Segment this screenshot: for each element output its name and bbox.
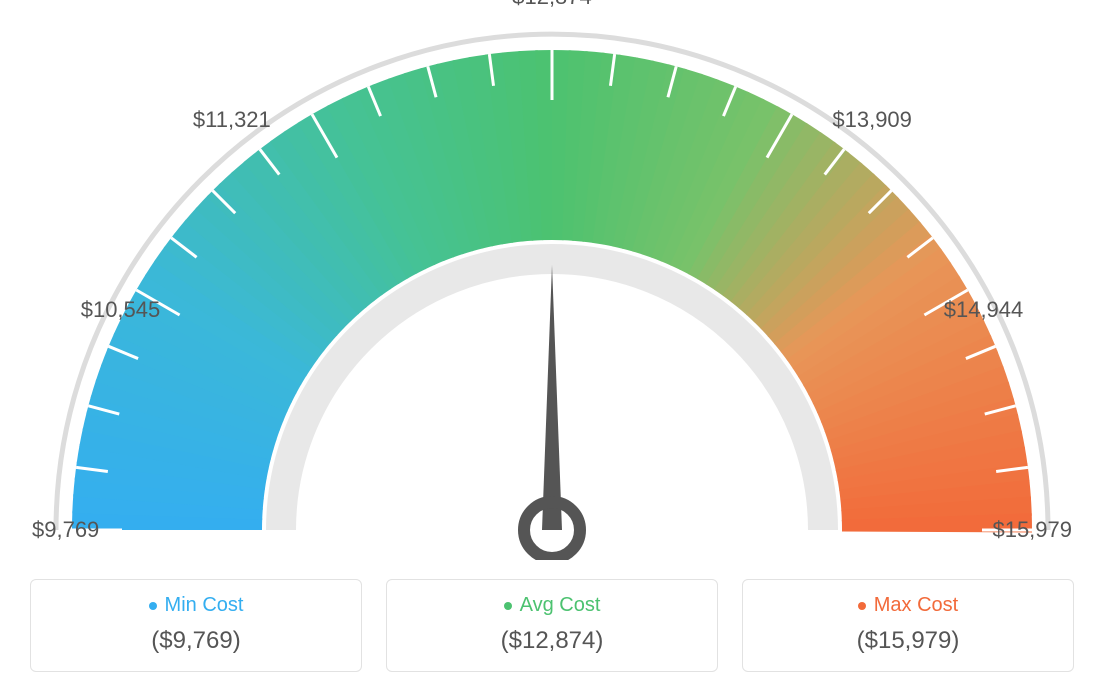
chart-container: $9,769 $10,545 $11,321 $12,874 $13,909 $14,94… bbox=[0, 0, 1104, 690]
avg-dot-icon bbox=[504, 602, 512, 610]
avg-cost-card: Avg Cost ($12,874) bbox=[386, 579, 718, 672]
max-dot-icon bbox=[858, 602, 866, 610]
min-cost-card: Min Cost ($9,769) bbox=[30, 579, 362, 672]
gauge-tick-label: $11,321 bbox=[193, 107, 271, 133]
gauge-chart: $9,769 $10,545 $11,321 $12,874 $13,909 $14,94… bbox=[0, 0, 1104, 560]
min-cost-value: ($9,769) bbox=[51, 627, 341, 655]
gauge-svg bbox=[0, 0, 1104, 560]
max-cost-value: ($15,979) bbox=[763, 627, 1053, 655]
max-cost-title: Max Cost bbox=[763, 594, 1053, 617]
avg-cost-label: Avg Cost bbox=[520, 594, 601, 617]
min-cost-title: Min Cost bbox=[51, 594, 341, 617]
summary-cards: Min Cost ($9,769) Avg Cost ($12,874) Max… bbox=[30, 579, 1074, 672]
avg-cost-value: ($12,874) bbox=[407, 627, 697, 655]
avg-cost-title: Avg Cost bbox=[407, 594, 697, 617]
max-cost-card: Max Cost ($15,979) bbox=[742, 579, 1074, 672]
gauge-tick-label: $12,874 bbox=[512, 0, 592, 10]
max-cost-label: Max Cost bbox=[874, 594, 958, 617]
gauge-tick-label: $15,979 bbox=[992, 517, 1072, 543]
gauge-tick-label: $10,545 bbox=[81, 297, 161, 323]
min-cost-label: Min Cost bbox=[165, 594, 244, 617]
min-dot-icon bbox=[149, 602, 157, 610]
gauge-tick-label: $9,769 bbox=[32, 517, 99, 543]
gauge-tick-label: $13,909 bbox=[832, 107, 912, 133]
gauge-tick-label: $14,944 bbox=[944, 297, 1024, 323]
